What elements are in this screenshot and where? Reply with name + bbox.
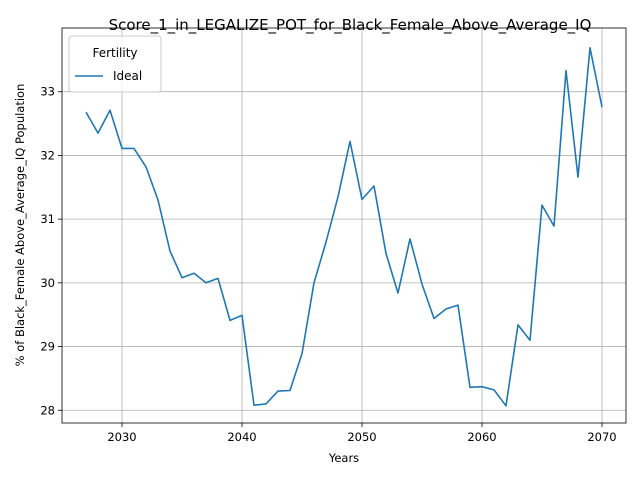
series-line-ideal (85, 46, 603, 407)
data-point (529, 339, 531, 341)
data-point (229, 320, 231, 322)
data-point (253, 404, 255, 406)
plot-area (61, 27, 627, 424)
data-point (289, 390, 291, 392)
data-point (313, 282, 315, 284)
x-tick-label: 2030 (107, 430, 136, 444)
data-point (469, 387, 471, 389)
data-point (565, 70, 567, 72)
legend: Fertility Ideal (68, 35, 162, 93)
data-point (373, 185, 375, 187)
data-point (517, 324, 519, 326)
data-point (85, 111, 87, 113)
y-tick-label: 30 (40, 276, 55, 290)
data-point (133, 148, 135, 150)
x-tick-label: 2050 (347, 430, 376, 444)
data-point (553, 225, 555, 227)
data-point (181, 277, 183, 279)
data-point (169, 250, 171, 252)
data-point (241, 315, 243, 317)
x-tick-label: 2040 (227, 430, 256, 444)
legend-label-ideal: Ideal (113, 69, 142, 83)
data-point (361, 199, 363, 201)
data-point (601, 106, 603, 108)
chart-title: Score_1_in_LEGALIZE_POT_for_Black_Female… (109, 16, 592, 35)
data-point (385, 253, 387, 255)
y-tick-label: 28 (40, 403, 55, 417)
y-tick-label: 29 (40, 340, 55, 354)
y-axis: 28 29 30 31 32 33 (40, 85, 62, 417)
data-point (397, 292, 399, 294)
data-point (541, 204, 543, 206)
data-point (349, 141, 351, 143)
data-point (457, 304, 459, 306)
y-tick-label: 32 (40, 148, 55, 162)
data-point (277, 390, 279, 392)
data-point (301, 353, 303, 355)
data-point (589, 47, 591, 49)
data-point (337, 196, 339, 198)
x-tick-label: 2070 (587, 430, 616, 444)
data-point (481, 386, 483, 388)
data-point (205, 282, 207, 284)
data-point (409, 238, 411, 240)
y-tick-label: 33 (40, 85, 55, 99)
data-point (121, 148, 123, 150)
data-point (157, 199, 159, 201)
data-point (193, 272, 195, 274)
data-point (493, 389, 495, 391)
data-point (217, 278, 219, 280)
x-axis: 2030 2040 2050 2060 2070 (107, 423, 617, 444)
data-point (505, 405, 507, 407)
x-tick-label: 2060 (467, 430, 496, 444)
data-point (577, 176, 579, 178)
data-point (265, 403, 267, 405)
y-tick-label: 31 (40, 212, 55, 226)
legend-title: Fertility (92, 46, 137, 60)
data-point (109, 109, 111, 111)
x-axis-label: Years (328, 451, 359, 465)
data-point (421, 283, 423, 285)
legend-box (68, 35, 162, 93)
data-point (325, 241, 327, 243)
y-axis-label: % of Black_Female Above_Average_IQ Popul… (13, 84, 27, 367)
data-point (445, 308, 447, 310)
data-point (433, 318, 435, 320)
data-point (97, 132, 99, 134)
data-point (145, 166, 147, 168)
